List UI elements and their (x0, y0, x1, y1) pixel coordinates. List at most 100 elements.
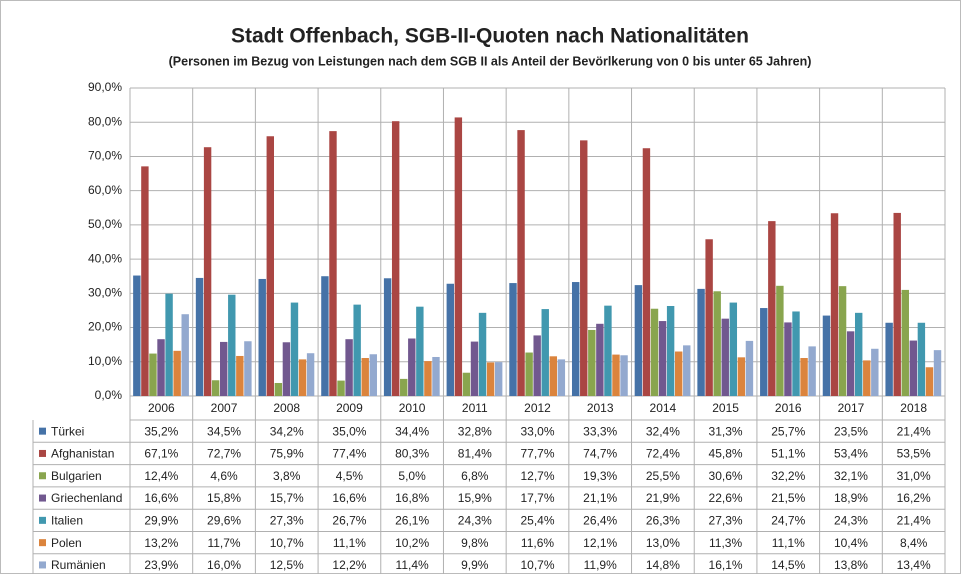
table-value: 32,4% (646, 424, 680, 438)
table-value: 32,1% (834, 469, 868, 483)
table-value: 12,1% (583, 536, 617, 550)
x-tick-label: 2017 (838, 401, 865, 415)
table-value: 21,4% (897, 514, 931, 528)
table-value: 17,7% (520, 491, 554, 505)
x-tick-label: 2016 (775, 401, 802, 415)
bar (901, 289, 909, 396)
bar (446, 283, 455, 396)
x-tick-label: 2012 (524, 401, 551, 415)
bar (541, 309, 549, 396)
bar (173, 350, 181, 396)
table-value: 29,6% (207, 514, 241, 528)
table-value: 26,1% (395, 514, 429, 528)
table-value: 11,1% (333, 536, 366, 550)
table-value: 4,5% (336, 469, 364, 483)
bar (784, 322, 792, 396)
bar (211, 380, 220, 396)
bar (596, 323, 604, 396)
table-value: 10,7% (270, 536, 304, 550)
x-tick-label: 2010 (399, 401, 426, 415)
table-value: 34,2% (270, 424, 304, 438)
table-value: 10,4% (834, 536, 868, 550)
bar (683, 345, 691, 396)
table-value: 23,5% (834, 424, 868, 438)
table-value: 3,8% (273, 469, 301, 483)
bar (345, 339, 353, 396)
bar (274, 382, 283, 396)
bar (571, 282, 580, 396)
bar (909, 340, 918, 396)
bar (321, 276, 329, 396)
table-value: 19,3% (583, 469, 617, 483)
y-tick-label: 80,0% (88, 114, 122, 128)
bar (838, 286, 847, 396)
bar (181, 314, 189, 396)
bar (863, 360, 871, 396)
bar (893, 212, 901, 396)
table-value: 6,8% (461, 469, 489, 483)
table-value: 13,4% (897, 558, 931, 572)
bar (141, 166, 149, 396)
bar (729, 302, 738, 396)
table-value: 53,4% (834, 447, 868, 461)
table-value: 12,5% (270, 558, 304, 572)
table-value: 9,9% (461, 558, 489, 572)
table-value: 16,6% (332, 491, 366, 505)
bar (808, 346, 816, 396)
legend-swatch (39, 427, 46, 435)
bar (282, 342, 291, 396)
bar (533, 335, 541, 396)
bar (424, 361, 432, 396)
bar (454, 117, 463, 396)
bar (674, 351, 683, 396)
table-value: 80,3% (395, 447, 429, 461)
bar (760, 308, 768, 396)
table-value: 67,1% (144, 447, 178, 461)
bar (195, 277, 204, 396)
table-value: 11,9% (584, 558, 617, 572)
table-value: 13,0% (646, 536, 680, 550)
legend-swatch (39, 539, 46, 547)
legend-swatch (39, 516, 46, 524)
bar (432, 356, 440, 396)
y-tick-label: 10,0% (88, 354, 122, 368)
table-value: 27,3% (709, 514, 743, 528)
y-tick-label: 0,0% (95, 388, 123, 402)
bar (470, 341, 479, 396)
table-value: 10,7% (520, 558, 554, 572)
bar (133, 275, 141, 396)
table-value: 12,7% (520, 469, 554, 483)
table-value: 11,6% (521, 536, 554, 550)
bar (800, 358, 808, 396)
bar (391, 121, 400, 396)
legend-swatch (39, 494, 46, 502)
bar (925, 367, 934, 396)
table-value: 21,9% (646, 491, 680, 505)
bar (871, 348, 879, 396)
bar (697, 288, 705, 396)
x-tick-label: 2015 (712, 401, 739, 415)
table-value: 72,4% (646, 447, 680, 461)
y-tick-label: 60,0% (88, 183, 122, 197)
table-value: 72,7% (207, 447, 241, 461)
bar (768, 221, 776, 396)
bar (713, 291, 721, 396)
table-value: 25,4% (520, 514, 554, 528)
bar (228, 294, 236, 396)
table-value: 81,4% (458, 447, 492, 461)
bar (298, 359, 307, 396)
table-value: 24,3% (834, 514, 868, 528)
table-value: 25,7% (771, 424, 805, 438)
bar (721, 318, 729, 396)
table-value: 21,1% (583, 491, 617, 505)
bar (290, 302, 299, 396)
table-value: 11,1% (772, 536, 805, 550)
x-tick-label: 2007 (211, 401, 238, 415)
bar (917, 322, 926, 396)
table-value: 34,5% (207, 424, 241, 438)
table-value: 18,9% (834, 491, 868, 505)
y-tick-label: 50,0% (88, 217, 122, 231)
x-tick-label: 2006 (148, 401, 175, 415)
